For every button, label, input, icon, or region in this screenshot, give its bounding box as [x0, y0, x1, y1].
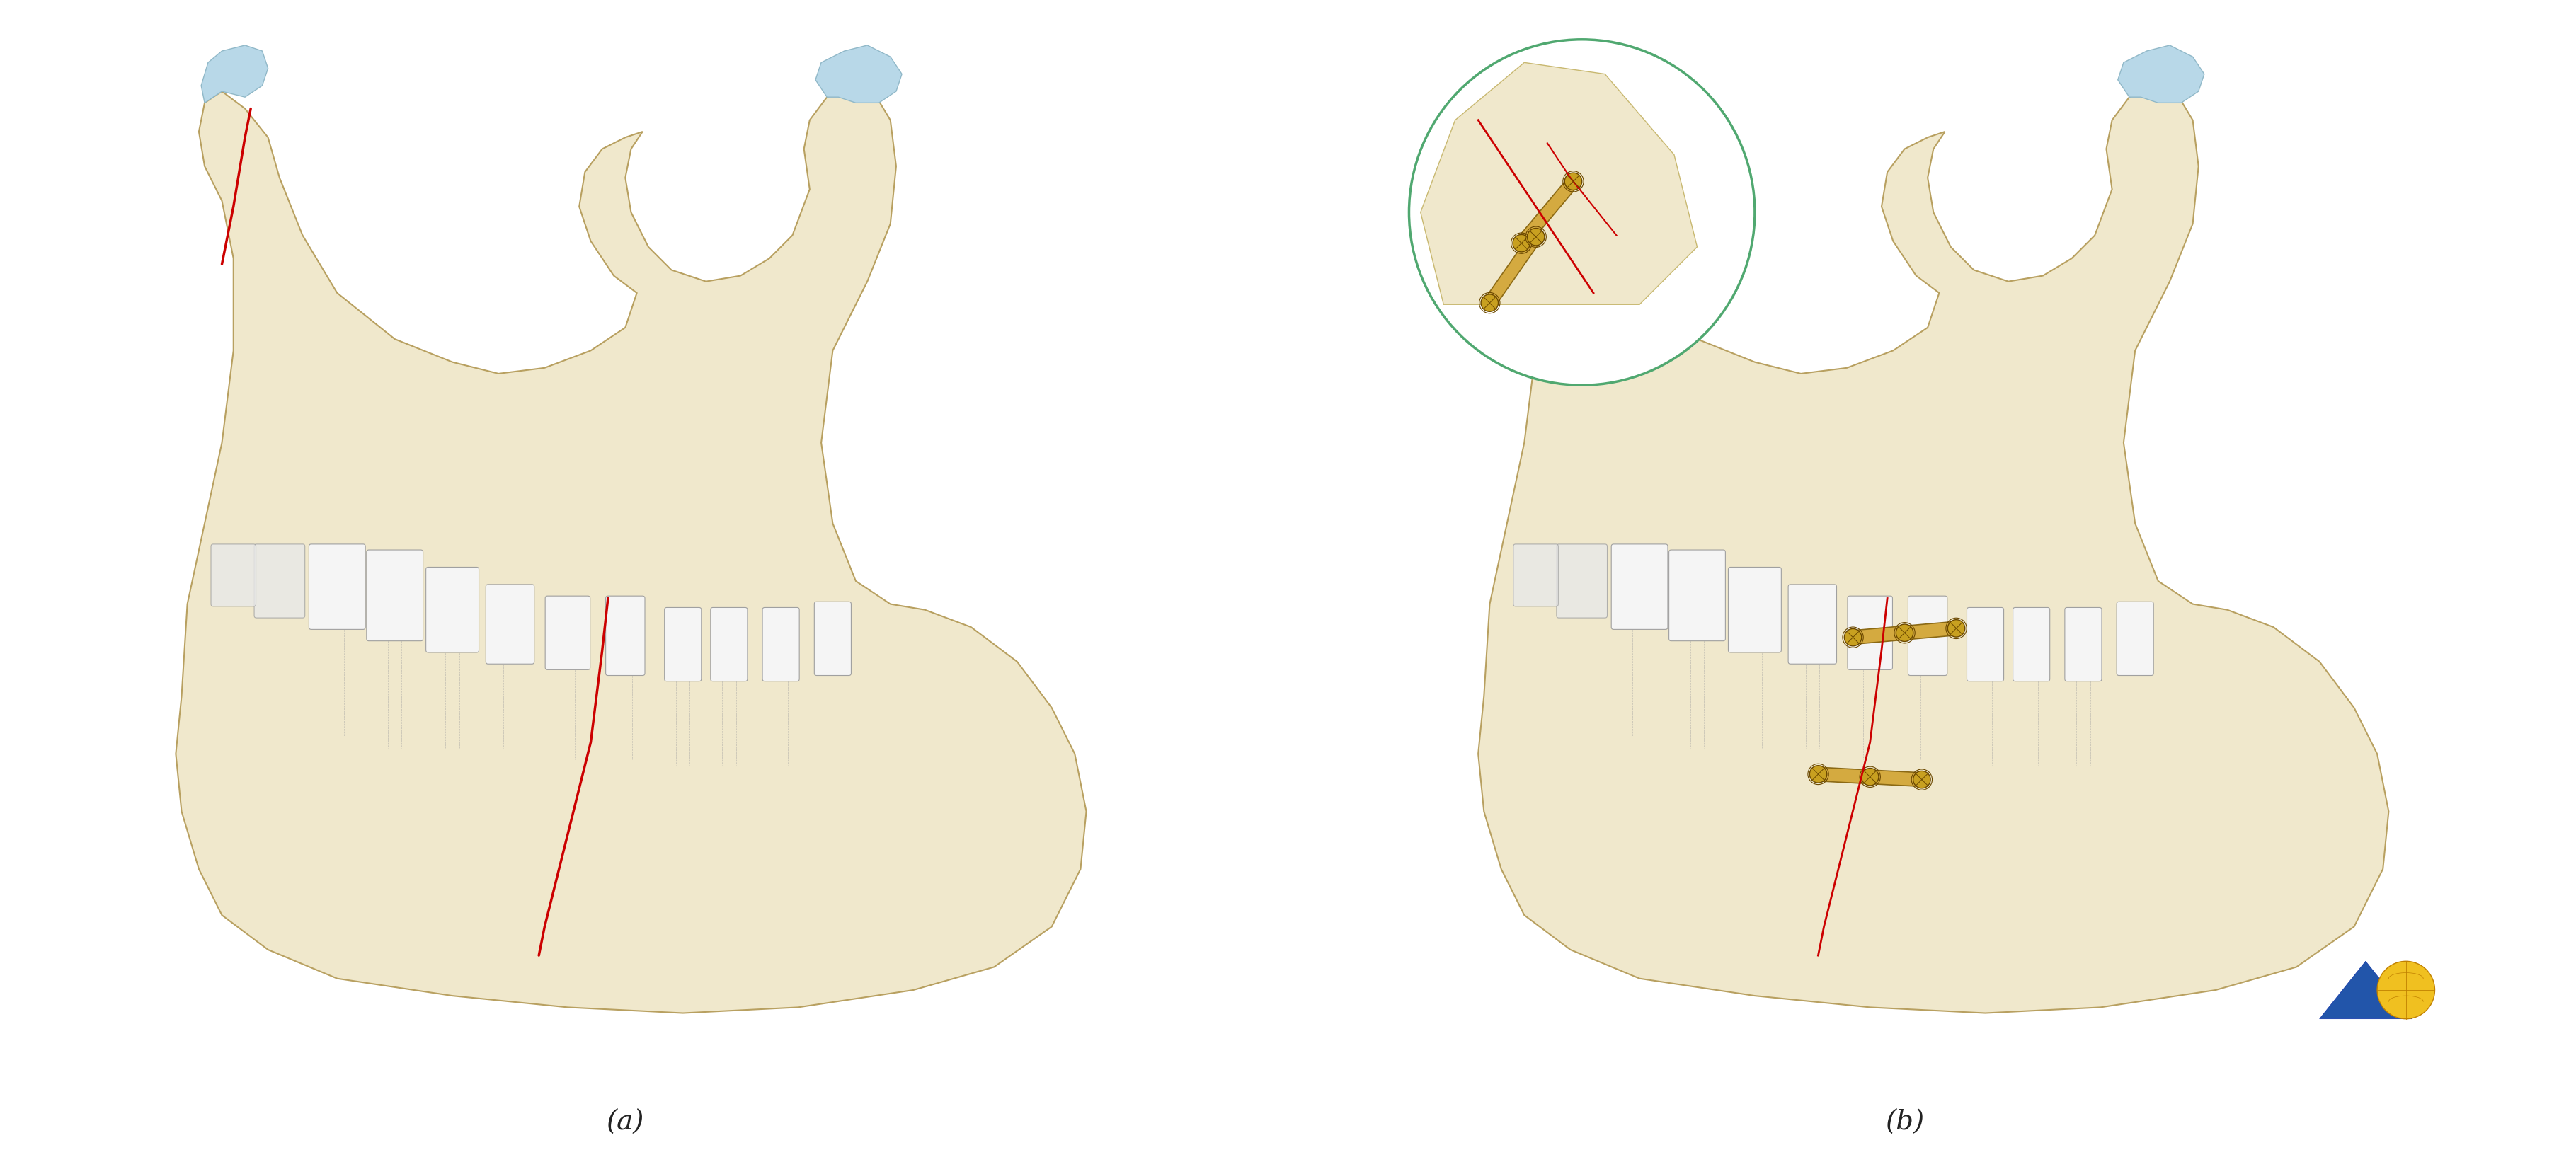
- Circle shape: [2378, 961, 2434, 1019]
- FancyBboxPatch shape: [211, 544, 255, 607]
- Circle shape: [1862, 768, 1878, 786]
- Polygon shape: [1479, 86, 2388, 1013]
- FancyBboxPatch shape: [2117, 602, 2154, 675]
- Polygon shape: [175, 86, 1087, 1013]
- Polygon shape: [1504, 45, 1571, 103]
- FancyBboxPatch shape: [605, 596, 644, 675]
- Polygon shape: [817, 45, 902, 103]
- FancyBboxPatch shape: [255, 544, 304, 618]
- FancyBboxPatch shape: [425, 567, 479, 652]
- FancyBboxPatch shape: [1556, 544, 1607, 618]
- Polygon shape: [1419, 63, 1698, 304]
- FancyBboxPatch shape: [2012, 608, 2050, 681]
- Circle shape: [1808, 766, 1826, 783]
- FancyBboxPatch shape: [1728, 567, 1780, 652]
- Circle shape: [1914, 770, 1929, 788]
- FancyBboxPatch shape: [1847, 596, 1893, 669]
- Circle shape: [1481, 294, 1499, 311]
- Circle shape: [1517, 160, 1530, 172]
- Polygon shape: [1819, 767, 1922, 787]
- Circle shape: [1564, 173, 1582, 191]
- FancyBboxPatch shape: [1788, 584, 1837, 664]
- Circle shape: [1528, 228, 1546, 245]
- FancyBboxPatch shape: [546, 596, 590, 669]
- Polygon shape: [1852, 622, 1958, 644]
- Circle shape: [1507, 207, 1517, 218]
- Text: (a): (a): [605, 1110, 644, 1135]
- Text: (b): (b): [1886, 1110, 1924, 1135]
- FancyBboxPatch shape: [2066, 608, 2102, 681]
- FancyBboxPatch shape: [711, 608, 747, 681]
- FancyBboxPatch shape: [1512, 544, 1558, 607]
- FancyBboxPatch shape: [366, 550, 422, 641]
- FancyBboxPatch shape: [814, 602, 850, 675]
- Polygon shape: [2318, 961, 2411, 1019]
- Polygon shape: [1484, 234, 1540, 307]
- Circle shape: [1409, 40, 1754, 385]
- FancyBboxPatch shape: [309, 544, 366, 630]
- Circle shape: [1947, 619, 1965, 637]
- Circle shape: [1896, 624, 1914, 641]
- FancyBboxPatch shape: [762, 608, 799, 681]
- Polygon shape: [2117, 45, 2205, 103]
- FancyBboxPatch shape: [1613, 544, 1667, 630]
- Circle shape: [1844, 629, 1862, 646]
- FancyBboxPatch shape: [487, 584, 533, 664]
- FancyBboxPatch shape: [1909, 596, 1947, 675]
- FancyBboxPatch shape: [665, 608, 701, 681]
- Polygon shape: [201, 45, 268, 103]
- Polygon shape: [1517, 178, 1579, 248]
- FancyBboxPatch shape: [1968, 608, 2004, 681]
- FancyBboxPatch shape: [1669, 550, 1726, 641]
- Circle shape: [1512, 235, 1530, 252]
